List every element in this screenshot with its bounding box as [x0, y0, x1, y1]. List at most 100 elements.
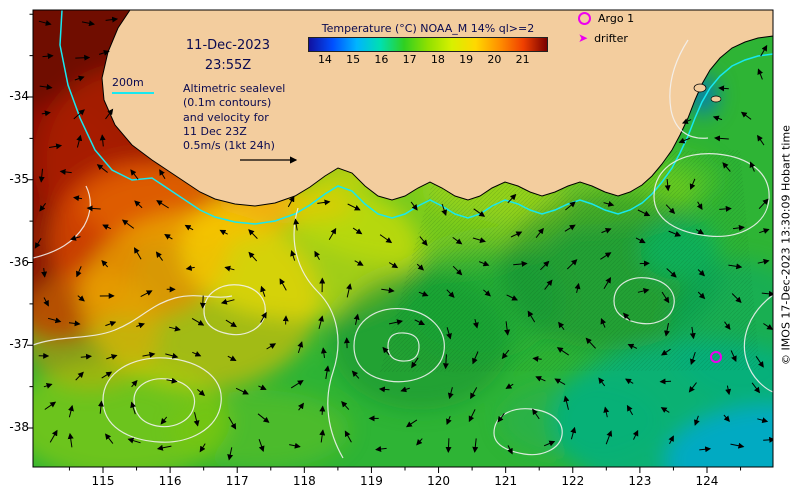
velocity-arrow	[757, 258, 770, 265]
x-tick-label: 121	[494, 474, 518, 488]
velocity-arrow	[664, 178, 671, 192]
velocity-arrow	[732, 224, 745, 231]
velocity-arrow	[535, 227, 544, 239]
velocity-arrow	[598, 377, 606, 387]
velocity-arrow	[600, 252, 612, 260]
velocity-arrow	[42, 53, 54, 60]
velocity-arrow	[388, 262, 399, 269]
velocity-arrow	[379, 234, 393, 244]
velocity-arrow	[504, 321, 511, 336]
velocity-arrow	[712, 115, 723, 122]
velocity-arrow	[224, 265, 235, 272]
velocity-arrow	[740, 111, 752, 120]
velocity-arrow	[757, 134, 765, 146]
velocity-arrow	[86, 205, 101, 212]
velocity-arrow	[49, 429, 58, 443]
colorbar-tick-labels: 14 15 16 17 18 19 20 21	[308, 53, 548, 67]
velocity-arrow	[722, 162, 731, 172]
velocity-arrow	[166, 377, 178, 384]
velocity-arrow	[260, 285, 266, 297]
velocity-arrow	[353, 313, 360, 325]
velocity-arrows	[34, 16, 773, 461]
colorbar-tick-label: 16	[374, 53, 389, 66]
velocity-arrow	[441, 203, 448, 216]
velocity-arrow	[446, 289, 455, 298]
map-frame	[32, 9, 774, 468]
velocity-arrow	[564, 224, 576, 232]
velocity-arrow	[127, 437, 141, 444]
velocity-arrow	[544, 279, 553, 290]
velocity-arrow	[121, 219, 135, 229]
velocity-arrow	[235, 387, 249, 395]
velocity-arrow	[565, 201, 576, 211]
velocity-arrow	[760, 44, 768, 57]
velocity-arrow	[156, 444, 172, 451]
velocity-arrow	[375, 446, 387, 453]
velocity-arrow	[248, 251, 258, 262]
velocity-arrow	[725, 385, 732, 396]
velocity-arrow	[98, 50, 110, 56]
velocity-arrow	[527, 310, 536, 323]
velocity-arrow	[227, 447, 234, 461]
velocity-arrow	[382, 346, 390, 356]
velocity-arrow	[472, 318, 479, 329]
velocity-arrow	[472, 351, 479, 365]
velocity-arrow	[689, 351, 696, 366]
velocity-arrow	[600, 317, 607, 328]
altimetry-annotation: Altimetric sealevel (0.1m contours) and …	[183, 82, 313, 165]
stipple-region	[380, 150, 760, 372]
velocity-arrow	[554, 378, 566, 386]
velocity-arrow	[219, 229, 228, 236]
velocity-arrow	[665, 204, 676, 215]
velocity-arrow	[601, 227, 612, 234]
velocity-arrow	[497, 412, 505, 423]
velocity-arrow	[155, 251, 164, 261]
velocity-arrow	[660, 407, 670, 413]
y-tick-label: -35	[9, 171, 29, 186]
velocity-arrow	[689, 326, 696, 340]
velocity-arrow	[49, 143, 63, 150]
annotation-line: and velocity for	[183, 110, 269, 124]
velocity-arrow	[39, 202, 46, 212]
sst-blob	[170, 390, 350, 467]
velocity-arrow	[68, 320, 81, 327]
velocity-arrow	[693, 415, 700, 426]
velocity-arrow	[130, 401, 136, 415]
velocity-arrow	[627, 343, 638, 350]
landmass	[101, 10, 773, 207]
velocity-arrow	[74, 75, 85, 82]
sealevel-contour	[33, 185, 91, 259]
velocity-arrow	[678, 137, 690, 144]
velocity-arrow	[510, 231, 523, 238]
velocity-arrow	[140, 290, 153, 298]
velocity-arrow	[287, 195, 295, 208]
velocity-arrow	[73, 195, 83, 202]
velocity-arrow	[446, 327, 452, 340]
velocity-arrow	[184, 224, 194, 231]
colorbar-tick-label: 17	[402, 53, 417, 66]
legend-row-drifter: ➤ drifter	[578, 28, 634, 48]
velocity-arrow	[319, 429, 326, 443]
velocity-arrow	[483, 289, 491, 297]
velocity-arrow	[165, 352, 179, 359]
velocity-arrow	[41, 268, 48, 278]
velocity-arrow	[603, 406, 610, 418]
velocity-arrow	[714, 135, 729, 142]
argo-float-marker	[710, 351, 722, 363]
velocity-arrow	[507, 445, 513, 455]
velocity-arrow	[228, 416, 237, 430]
velocity-arrow	[290, 250, 296, 261]
velocity-arrow	[317, 199, 331, 206]
velocity-arrow	[445, 438, 452, 453]
island	[710, 95, 722, 103]
velocity-arrow	[696, 201, 703, 210]
velocity-arrow	[191, 317, 205, 326]
velocity-arrow	[751, 382, 761, 394]
axis-ticks	[27, 13, 742, 473]
velocity-arrow	[314, 250, 320, 261]
velocity-arrow	[130, 169, 139, 180]
velocity-arrow	[289, 442, 301, 449]
velocity-arrow	[637, 209, 651, 217]
velocity-arrow	[558, 321, 565, 331]
velocity-arrow	[77, 295, 85, 302]
